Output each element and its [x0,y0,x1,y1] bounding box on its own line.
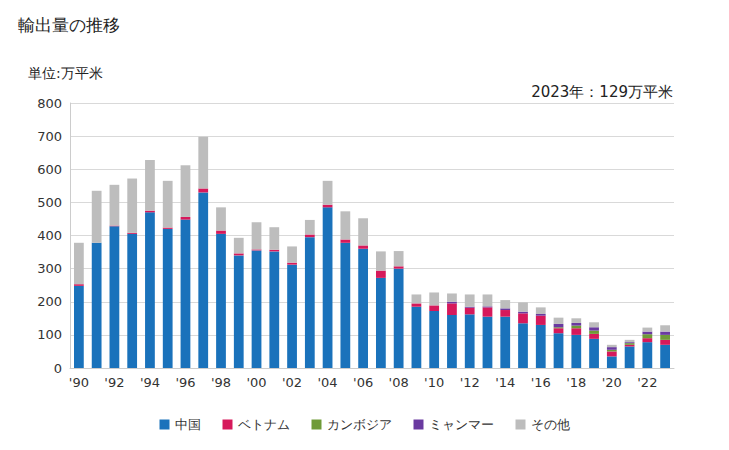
svg-text:600: 600 [37,162,62,177]
svg-text:100: 100 [37,327,62,342]
svg-text:'92: '92 [104,375,124,390]
svg-text:'16: '16 [531,375,551,390]
svg-text:800: 800 [37,96,62,111]
svg-text:'02: '02 [282,375,302,390]
svg-text:'14: '14 [495,375,515,390]
svg-text:2023年：129万平米: 2023年：129万平米 [531,83,673,101]
svg-text:'00: '00 [246,375,266,390]
svg-text:輸出量の推移: 輸出量の推移 [18,15,120,35]
svg-text:'94: '94 [140,375,160,390]
svg-text:'12: '12 [460,375,480,390]
svg-text:'04: '04 [318,375,338,390]
svg-text:'10: '10 [424,375,444,390]
svg-text:カンボジア: カンボジア [327,417,392,432]
svg-text:単位:万平米: 単位:万平米 [28,65,103,81]
svg-text:300: 300 [37,261,62,276]
svg-text:0: 0 [54,361,62,376]
svg-text:ミャンマー: ミャンマー [429,417,494,432]
svg-text:'22: '22 [637,375,657,390]
svg-text:'18: '18 [566,375,586,390]
svg-text:ベトナム: ベトナム [238,417,290,432]
svg-text:その他: その他 [531,417,570,432]
svg-text:'96: '96 [175,375,195,390]
svg-text:'90: '90 [69,375,89,390]
svg-text:400: 400 [37,228,62,243]
svg-text:700: 700 [37,129,62,144]
svg-text:'20: '20 [602,375,622,390]
svg-text:'08: '08 [389,375,409,390]
svg-text:'98: '98 [211,375,231,390]
svg-text:中国: 中国 [175,417,201,432]
svg-text:'06: '06 [353,375,373,390]
svg-text:500: 500 [37,195,62,210]
svg-text:200: 200 [37,294,62,309]
